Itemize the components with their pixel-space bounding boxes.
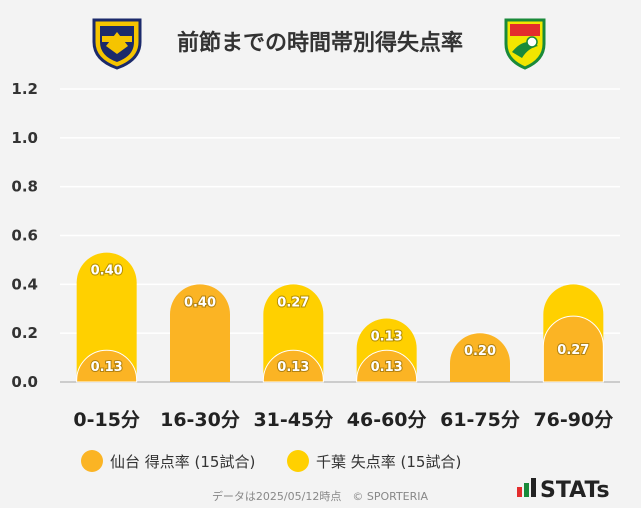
data-label-sendai: 0.20: [464, 344, 496, 359]
stats-brand: STATs: [540, 478, 610, 503]
data-label-sendai: 0.13: [277, 360, 309, 375]
legend-label-sendai: 仙台 得点率 (15試合): [110, 453, 255, 471]
footer-note: データは2025/05/12時点 © SPORTERIA: [212, 489, 429, 503]
y-tick-label: 0.2: [11, 324, 38, 342]
stats-logo: STATs: [517, 478, 610, 503]
legend-swatch-chiba: [287, 450, 309, 472]
y-axis: 0.0 0.2 0.4 0.6 0.8 1.0 1.2: [11, 80, 38, 391]
bar-sendai: [450, 333, 510, 382]
y-tick-label: 1.0: [11, 129, 38, 147]
bar-sendai: [356, 349, 418, 383]
x-tick-label: 46-60分: [347, 409, 427, 431]
stats-bars-icon: [517, 478, 536, 497]
y-tick-label: 0.8: [11, 178, 38, 196]
bar-sendai: [76, 349, 138, 383]
y-tick-label: 0.4: [11, 275, 38, 293]
data-label-sendai: 0.27: [557, 343, 589, 358]
header: 前節までの時間帯別得失点率: [92, 18, 546, 70]
legend-swatch-sendai: [81, 450, 103, 472]
legend: 仙台 得点率 (15試合) 千葉 失点率 (15試合): [81, 450, 461, 472]
y-tick-label: 0.6: [11, 227, 38, 245]
data-label-sendai: 0.13: [91, 360, 123, 375]
legend-label-chiba: 千葉 失点率 (15試合): [316, 453, 461, 471]
x-axis: 0-15分 16-30分 31-45分 46-60分 61-75分 76-90分: [73, 409, 613, 431]
data-label-sendai: 0.13: [371, 360, 403, 375]
data-label-sendai: 0.40: [184, 295, 216, 310]
jef-united-chiba-crest-icon: [504, 18, 546, 70]
x-tick-label: 0-15分: [73, 409, 140, 431]
data-label-chiba: 0.27: [277, 295, 309, 310]
legend-item-chiba: 千葉 失点率 (15試合): [287, 450, 461, 472]
x-tick-label: 31-45分: [253, 409, 333, 431]
bars: [76, 252, 604, 383]
bar-sendai: [170, 284, 231, 382]
chart-title: 前節までの時間帯別得失点率: [177, 30, 463, 56]
bar-sendai: [542, 315, 604, 383]
data-label-chiba: 0.13: [371, 330, 403, 345]
bar-chiba: [76, 252, 137, 382]
y-tick-label: 0.0: [11, 373, 38, 391]
vegalta-sendai-crest-icon: [92, 18, 142, 70]
x-tick-label: 61-75分: [440, 409, 520, 431]
grid: [60, 88, 620, 383]
bar-sendai: [262, 349, 324, 383]
data-labels: 0.13 0.40 0.40 0.13 0.27 0.13 0.13 0.20 0.27: [90, 263, 591, 377]
x-tick-label: 76-90分: [533, 409, 613, 431]
data-label-chiba: 0.40: [91, 264, 123, 279]
legend-item-sendai: 仙台 得点率 (15試合): [81, 450, 255, 472]
y-tick-label: 1.2: [11, 80, 38, 98]
x-tick-label: 16-30分: [160, 409, 240, 431]
